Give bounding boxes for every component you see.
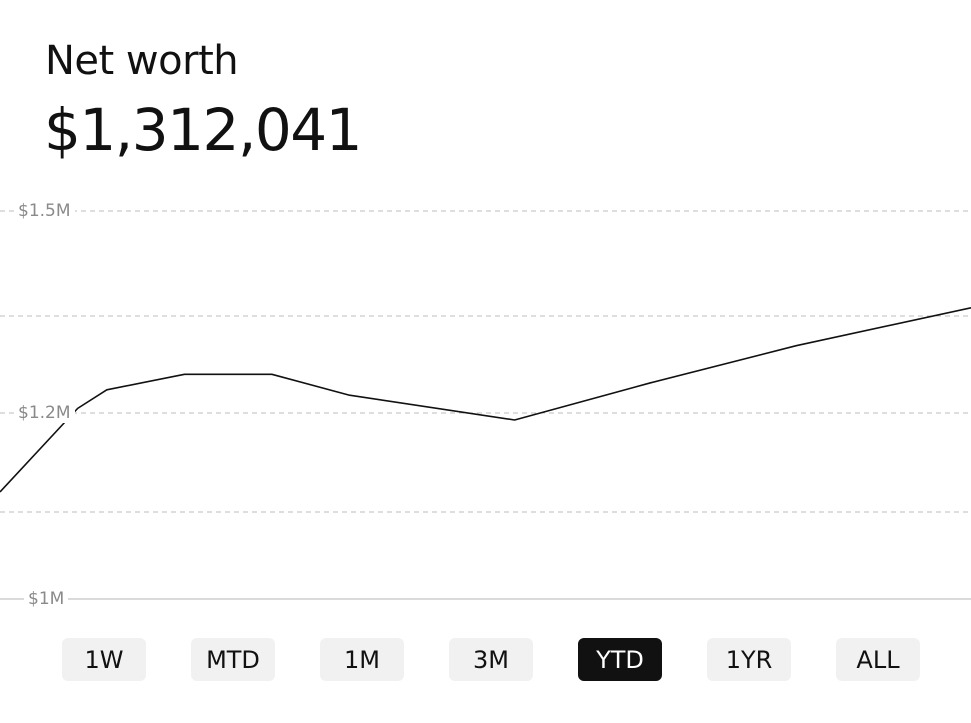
- range-1yr-button[interactable]: 1YR: [707, 638, 791, 681]
- series-line: [0, 306, 971, 493]
- y-tick-label: $1.2M: [14, 403, 75, 423]
- range-3m-button[interactable]: 3M: [449, 638, 533, 681]
- range-mtd-button[interactable]: MTD: [191, 638, 275, 681]
- range-1w-button[interactable]: 1W: [62, 638, 146, 681]
- y-tick-label: $1M: [24, 589, 69, 609]
- range-ytd-button[interactable]: YTD: [578, 638, 662, 681]
- range-selector: 1W MTD 1M 3M YTD 1YR ALL: [62, 638, 920, 681]
- y-tick-label: $1.5M: [14, 201, 75, 221]
- net-worth-value: $1,312,041: [44, 96, 363, 164]
- range-all-button[interactable]: ALL: [836, 638, 920, 681]
- page-title: Net worth: [45, 38, 239, 84]
- range-1m-button[interactable]: 1M: [320, 638, 404, 681]
